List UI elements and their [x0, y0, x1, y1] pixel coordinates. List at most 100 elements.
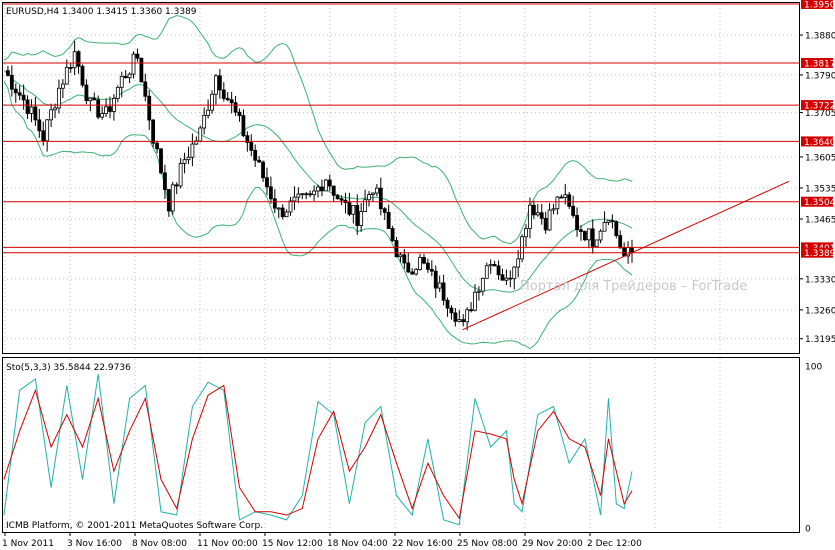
- price-axis: 1.3880 1.3790 1.3705 1.3605 1.3535 1.3465 1.33…: [799, 32, 835, 345]
- candle-body: [119, 75, 124, 88]
- candle-body: [559, 196, 564, 199]
- stochastic-title: Sto(5,3,3) 35.5844 22.9736: [6, 363, 131, 373]
- price-tick-label: 1.3260: [805, 306, 835, 316]
- stochastic-grid: [4, 359, 721, 531]
- candle-body: [441, 282, 446, 301]
- candle-body: [84, 84, 89, 102]
- price-tick-label: 1.3535: [805, 184, 835, 194]
- candle-body: [29, 106, 34, 114]
- candle-body: [265, 177, 269, 188]
- candle-body: [166, 189, 171, 212]
- time-tick-label: 25 Nov 08:00: [457, 539, 518, 549]
- time-tick-label: 8 Nov 08:00: [132, 539, 187, 549]
- candle-body: [108, 106, 112, 112]
- candle-body: [249, 142, 254, 151]
- candle-body: [276, 207, 281, 210]
- candle-body: [214, 75, 218, 95]
- stochastic-frame[interactable]: [2, 357, 800, 533]
- candle-body: [186, 156, 191, 161]
- candle-body: [41, 130, 46, 142]
- candle-body: [567, 194, 572, 207]
- level-tag: [801, 242, 833, 253]
- candle-body: [543, 217, 548, 231]
- candle-body: [25, 99, 30, 114]
- candle-body: [445, 299, 450, 309]
- candle-body: [351, 204, 356, 215]
- candle-body: [480, 277, 485, 292]
- price-tick-label: 1.3605: [805, 153, 835, 163]
- time-axis: 1 Nov 2011 3 Nov 16:00 8 Nov 08:00 11 Nov 0…: [2, 532, 642, 549]
- time-tick-label: 3 Nov 16:00: [67, 539, 122, 549]
- candle-body: [367, 194, 371, 201]
- candle-body: [127, 73, 132, 79]
- candle-body: [382, 208, 387, 213]
- candlesticks: [6, 40, 634, 331]
- candle-body: [100, 113, 105, 118]
- candle-body: [630, 247, 634, 253]
- price-chart-frame[interactable]: [2, 2, 800, 354]
- level-tag-text: 1.3640: [804, 138, 835, 148]
- stochastic-tick-label: 0: [805, 525, 811, 535]
- candle-body: [394, 240, 399, 258]
- stochastic-signal-line: [3, 384, 633, 520]
- candle-body: [390, 228, 395, 242]
- candle-body: [206, 109, 211, 116]
- candle-body: [288, 200, 293, 213]
- level-tag: [801, 136, 833, 147]
- level-tag: [801, 247, 833, 258]
- candle-body: [320, 186, 324, 192]
- candle-body: [147, 95, 152, 121]
- candle-body: [465, 309, 470, 323]
- candle-body: [425, 262, 430, 270]
- candle-body: [429, 268, 434, 272]
- candle-body: [304, 193, 309, 196]
- candle-body: [586, 228, 591, 241]
- candle-body: [233, 102, 238, 113]
- candle-body: [308, 193, 313, 196]
- candle-body: [563, 194, 568, 198]
- candle-body: [583, 231, 587, 241]
- time-tick-label: 11 Nov 00:00: [197, 539, 258, 549]
- candle-body: [76, 51, 81, 67]
- horizontal-levels[interactable]: [3, 3, 799, 254]
- candle-body: [528, 204, 532, 229]
- candle-body: [49, 109, 53, 121]
- candle-body: [371, 192, 375, 195]
- candle-body: [37, 119, 42, 132]
- candle-body: [253, 149, 258, 161]
- candle-body: [606, 220, 611, 223]
- price-tick-label: 1.3465: [805, 216, 835, 226]
- candle-body: [178, 163, 183, 187]
- candle-body: [461, 319, 466, 323]
- candle-body: [347, 202, 352, 215]
- candle-body: [257, 159, 262, 163]
- candle-body: [598, 230, 603, 241]
- candle-body: [21, 94, 26, 101]
- candle-body: [245, 135, 250, 143]
- candle-body: [477, 290, 481, 293]
- candle-body: [96, 99, 101, 118]
- trendline[interactable]: [462, 180, 790, 331]
- candle-body: [284, 211, 289, 218]
- candle-body: [143, 81, 148, 97]
- level-tag: [801, 57, 833, 68]
- candle-body: [174, 184, 179, 187]
- candle-body: [268, 186, 273, 200]
- candle-body: [492, 264, 497, 267]
- candle-body: [547, 209, 552, 231]
- candle-body: [300, 193, 305, 196]
- level-tag-text: 1.3722: [804, 102, 835, 112]
- candle-body: [355, 204, 360, 226]
- stochastic-lines: [3, 374, 633, 526]
- candle-body: [335, 194, 340, 200]
- candle-body: [323, 179, 328, 192]
- candle-body: [163, 172, 167, 190]
- time-tick-label: 15 Nov 12:00: [262, 539, 323, 549]
- candle-body: [469, 309, 473, 312]
- candle-body: [535, 212, 540, 216]
- candle-body: [312, 190, 316, 196]
- price-grid: [3, 4, 799, 352]
- candle-body: [182, 159, 187, 164]
- stochastic-axis: 100 0: [805, 363, 822, 535]
